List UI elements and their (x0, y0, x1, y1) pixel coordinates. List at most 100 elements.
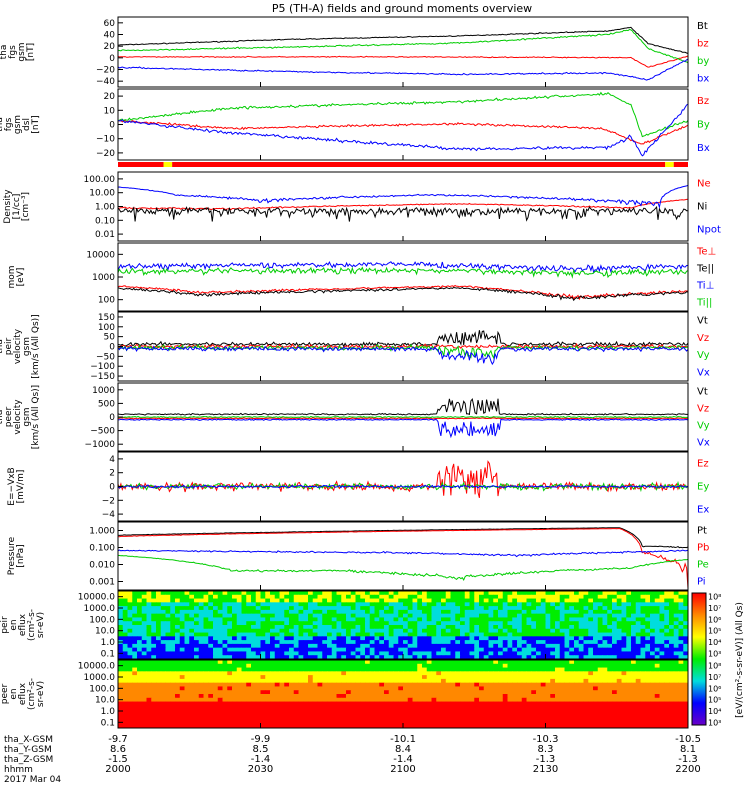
heatmap-cell (274, 701, 280, 706)
heatmap-cell (355, 690, 361, 695)
heatmap-cell (303, 636, 309, 641)
heatmap-cell (213, 591, 219, 596)
heatmap-cell (165, 690, 171, 695)
heatmap-cell (179, 709, 185, 714)
heatmap-cell (317, 621, 323, 626)
heatmap-cell (545, 647, 551, 652)
heatmap-cell (445, 647, 451, 652)
heatmap-cell (213, 716, 219, 721)
heatmap-cell (236, 655, 242, 660)
heatmap-cell (213, 671, 219, 676)
legend-Te||: Te|| (696, 264, 714, 275)
heatmap-cell (341, 682, 347, 687)
heatmap-cell (122, 716, 128, 721)
heatmap-cell (602, 613, 608, 618)
heatmap-cell (132, 724, 138, 729)
heatmap-cell (502, 609, 508, 615)
heatmap-cell (455, 663, 461, 669)
heatmap-cell (350, 697, 356, 703)
heatmap-cell (488, 724, 494, 729)
heatmap-cell (607, 591, 613, 596)
heatmap-cell (403, 720, 409, 725)
heatmap-cell (341, 594, 347, 600)
heatmap-cell (450, 671, 456, 676)
heatmap-cell (146, 643, 152, 649)
heatmap-cell (588, 678, 594, 684)
heatmap-cell (626, 678, 632, 684)
heatmap-cell (198, 678, 204, 684)
series-bz (117, 55, 689, 68)
heatmap-cell (298, 655, 304, 660)
heatmap-cell (678, 643, 684, 649)
heatmap-cell (564, 621, 570, 626)
heatmap-cell (374, 655, 380, 660)
y-tick-label: 150 (98, 313, 115, 323)
heatmap-cell (260, 678, 266, 684)
heatmap-cell (341, 712, 347, 718)
heatmap-cell (426, 682, 432, 687)
heatmap-cell (635, 712, 641, 718)
heatmap-cell (455, 628, 461, 634)
heatmap-cell (502, 663, 508, 669)
heatmap-cell (517, 609, 523, 615)
heatmap-cell (175, 724, 181, 729)
heatmap-cell (350, 591, 356, 596)
heatmap-cell (574, 724, 580, 729)
heatmap-cell (355, 686, 361, 691)
heatmap-cell (455, 632, 461, 637)
heatmap-cell (412, 655, 418, 660)
heatmap-cell (412, 675, 418, 680)
y-label-line: [km/s (All Qs)] (31, 385, 41, 449)
heatmap-cell (407, 598, 413, 603)
heatmap-cell (455, 697, 461, 703)
heatmap-cell (222, 686, 228, 691)
heatmap-cell (621, 591, 627, 596)
heatmap-cell (336, 690, 342, 695)
heatmap-cell (132, 660, 138, 665)
heatmap-cell (208, 606, 214, 611)
colorbar-tick: 10⁶ (708, 684, 721, 693)
heatmap-cell (346, 671, 352, 676)
heatmap-cell (189, 613, 195, 618)
y-label-line: en (9, 688, 19, 699)
heatmap-cell (374, 609, 380, 615)
heatmap-cell (578, 606, 584, 611)
heatmap-cell (175, 613, 181, 618)
heatmap-cell (545, 675, 551, 680)
heatmap-cell (194, 701, 200, 706)
heatmap-cell (175, 712, 181, 718)
heatmap-cell (227, 705, 233, 710)
y-tick-label: 1.0 (101, 638, 116, 648)
heatmap-cell (279, 621, 285, 626)
heatmap-cell (450, 675, 456, 680)
y-label-line: gsm (17, 42, 27, 61)
heatmap-cell (293, 594, 299, 600)
heatmap-cell (507, 709, 513, 714)
heatmap-cell (165, 625, 171, 630)
heatmap-cell (175, 686, 181, 691)
heatmap-cell (426, 636, 432, 641)
heatmap-cell (260, 701, 266, 706)
heatmap-cell (132, 621, 138, 626)
heatmap-cell (365, 660, 371, 665)
heatmap-cell (331, 671, 337, 676)
heatmap-cell (417, 705, 423, 710)
heatmap-cell (251, 701, 257, 706)
heatmap-cell (479, 632, 485, 637)
heatmap-cell (350, 609, 356, 615)
heatmap-cell (341, 701, 347, 706)
heatmap-cell (545, 613, 551, 618)
heatmap-cell (445, 675, 451, 680)
heatmap-cell (222, 701, 228, 706)
heatmap-cell (464, 694, 470, 699)
heatmap-cell (407, 617, 413, 622)
heatmap-cell (255, 712, 261, 718)
heatmap-cell (540, 628, 546, 634)
heatmap-cell (198, 701, 204, 706)
heatmap-cell (274, 705, 280, 710)
heatmap-cell (246, 712, 252, 718)
heatmap-cell (474, 602, 480, 607)
heatmap-cell (270, 621, 276, 626)
heatmap-cell (137, 690, 143, 695)
heatmap-cell (184, 609, 190, 615)
